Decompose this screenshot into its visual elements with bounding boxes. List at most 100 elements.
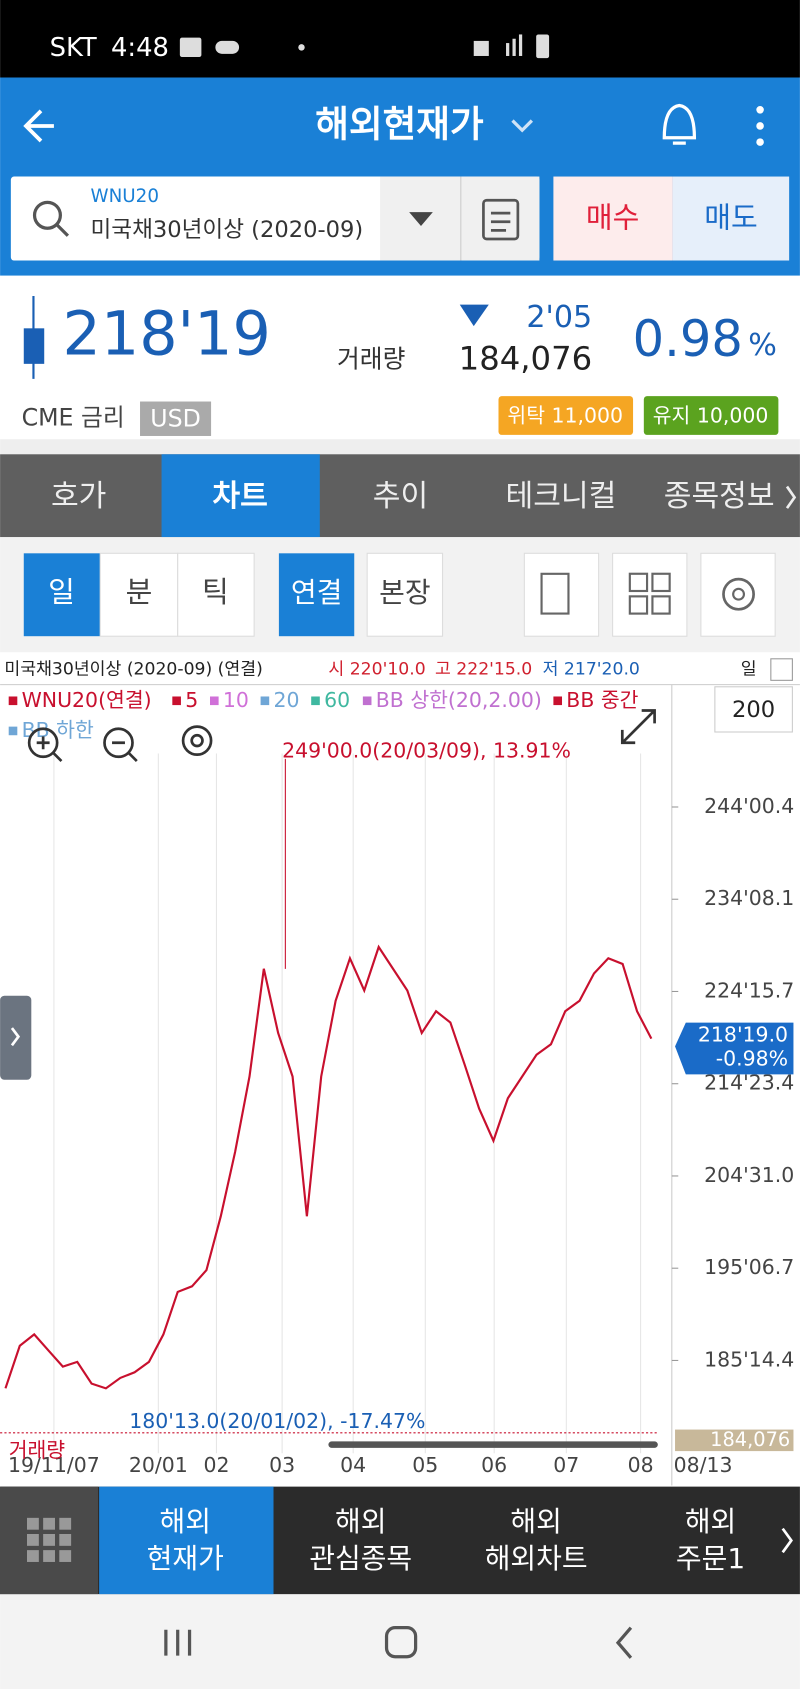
price-line [4, 944, 653, 1390]
period[interactable]: 틱 [202, 575, 229, 609]
count-box[interactable] [714, 686, 793, 733]
x-tick-label: 04 [340, 1453, 366, 1477]
period-button[interactable] [23, 553, 101, 637]
price: 218'19 [63, 300, 271, 370]
low-note: 180'13.0(20/01/02), -17.47% [129, 1409, 425, 1433]
legend-label: BB 하한 [22, 718, 94, 742]
mode[interactable]: 연결 [291, 576, 342, 609]
system-nav [0, 1594, 800, 1689]
open: 시 220'10.0 [328, 660, 425, 680]
status-icons [179, 34, 550, 59]
currency-badge [140, 401, 212, 436]
legend-label: BB 중간 [566, 688, 638, 712]
x-tick-label: 19/11/07 [8, 1453, 100, 1477]
chart-settings-button[interactable] [523, 552, 600, 637]
system-buttons[interactable] [164, 1626, 633, 1659]
exchange: CME 금리 [22, 403, 125, 431]
x-tick-label: 08/13 [674, 1453, 733, 1477]
x-tick-label: 02 [203, 1453, 229, 1477]
tab[interactable]: 테크니컬 [505, 479, 616, 514]
x-tick-label: 05 [412, 1453, 438, 1477]
clock: 4:48 [111, 33, 169, 63]
x-tick-label: 08 [628, 1453, 654, 1477]
page-title[interactable]: 해외현재가 [315, 102, 484, 145]
title-dropdown[interactable] [511, 119, 534, 133]
expand-button[interactable] [770, 658, 793, 681]
legend-swatch [260, 696, 270, 706]
status-bar [0, 0, 800, 78]
period[interactable]: 분 [126, 575, 153, 609]
tab[interactable]: 종목정보 [664, 479, 775, 514]
y-tick-label: 214'23.4 [704, 1071, 794, 1095]
scrollbar[interactable] [328, 1441, 658, 1448]
legend-swatch [8, 726, 18, 736]
mode[interactable]: 본장 [379, 576, 430, 609]
side-handle[interactable] [0, 995, 32, 1080]
tab-bar [0, 454, 800, 538]
nav-item[interactable]: 관심종목 [309, 1542, 412, 1575]
change-pct: 0.98 [633, 310, 743, 368]
y-tick-label: 234'08.1 [704, 886, 794, 910]
layout-button[interactable] [612, 552, 688, 637]
current-change: -0.98% [716, 1046, 788, 1070]
menu-grid-icon [26, 1517, 72, 1562]
nav-item[interactable]: 주문1 [676, 1542, 745, 1575]
calendar-button[interactable] [482, 198, 520, 241]
legend-label: 20 [274, 688, 300, 712]
tab-more[interactable] [785, 485, 797, 509]
tab-active [161, 454, 320, 538]
nav-item[interactable]: 해외 [335, 1505, 386, 1538]
calendar-icon [490, 211, 511, 232]
volume-value: 184,076 [710, 1428, 790, 1451]
buy-label[interactable]: 매수 [586, 201, 639, 235]
high-note: 249'00.0(20/03/09), 13.91% [282, 738, 571, 762]
legend-label: WNU20(연결) [22, 688, 152, 712]
settings-button[interactable] [700, 552, 776, 637]
y-tick-label: 195'06.7 [704, 1255, 794, 1279]
nav-item[interactable]: 해외 [510, 1505, 561, 1538]
sell-label[interactable]: 매도 [704, 201, 757, 235]
period[interactable]: 일 [48, 575, 75, 609]
period-button[interactable] [177, 552, 255, 637]
volume-label: 거래량 [337, 345, 405, 374]
legend-swatch [172, 696, 181, 706]
nav-item[interactable]: 해외차트 [485, 1542, 588, 1575]
sell-button[interactable] [672, 176, 790, 261]
x-tick-label: 03 [269, 1453, 295, 1477]
zoom-tools[interactable] [27, 709, 656, 763]
nav-item[interactable]: 해외 [160, 1505, 211, 1538]
legend-label: 10 [223, 688, 249, 712]
x-tick-label: 06 [481, 1453, 507, 1477]
period-button[interactable] [99, 552, 179, 637]
change: 2'05 [526, 300, 592, 335]
volume: 184,076 [459, 340, 592, 378]
mode-button[interactable] [278, 553, 355, 637]
separator [0, 439, 800, 455]
legend-swatch [210, 696, 219, 706]
tab[interactable]: 차트 [212, 479, 267, 514]
x-tick-label: 07 [553, 1453, 579, 1477]
tab[interactable]: 호가 [51, 479, 106, 514]
mode-button[interactable] [366, 552, 444, 637]
carrier: SKT [50, 33, 97, 63]
legend-swatch [362, 696, 372, 706]
tab[interactable]: 추이 [373, 479, 428, 514]
symbol-code: WNU20 [91, 186, 159, 207]
legend-label: 5 [185, 688, 198, 712]
bell-button[interactable] [662, 103, 697, 145]
side-handle-icon [10, 1027, 21, 1047]
y-tick-label: 224'15.7 [704, 978, 794, 1002]
buy-button[interactable] [553, 176, 673, 261]
nav-item[interactable]: 현재가 [147, 1542, 224, 1575]
menu-button[interactable] [756, 106, 764, 146]
nav-item[interactable]: 해외 [685, 1505, 736, 1538]
legend-swatch [8, 696, 18, 706]
symbol-dropdown[interactable] [409, 212, 433, 227]
legend-swatch [553, 696, 563, 706]
high: 고 222'15.0 [435, 660, 532, 680]
back-button[interactable] [23, 109, 54, 143]
nav-more[interactable] [781, 1527, 793, 1554]
count[interactable]: 200 [732, 697, 775, 723]
